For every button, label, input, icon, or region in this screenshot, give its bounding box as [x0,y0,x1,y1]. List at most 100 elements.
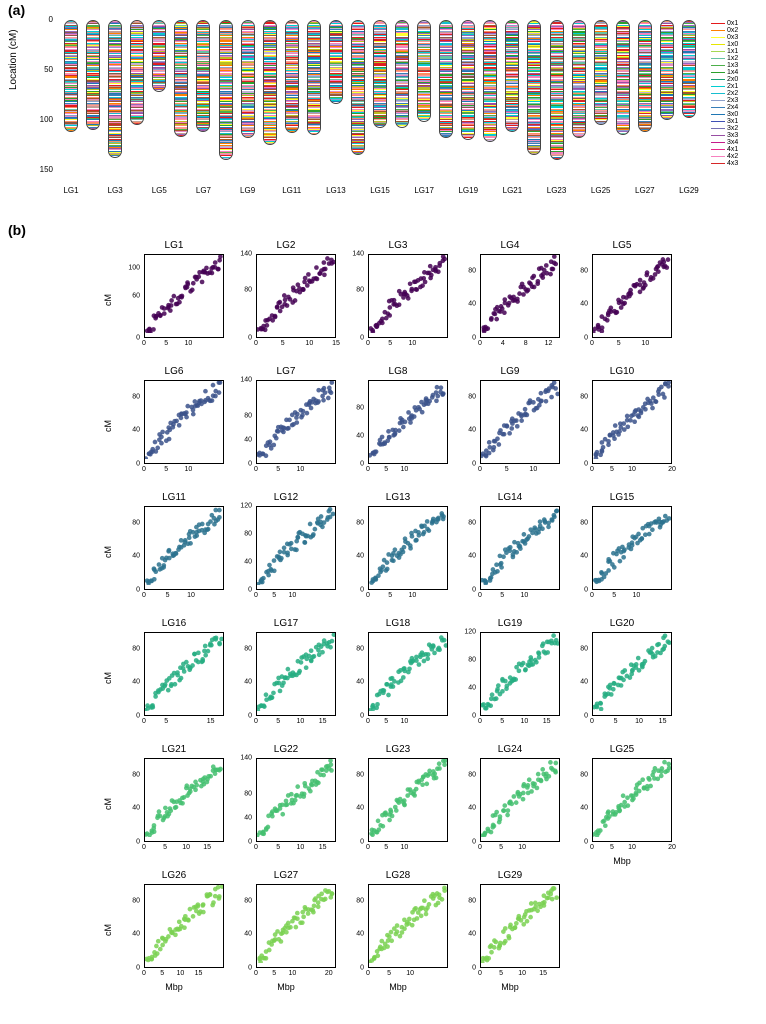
legend-label: 0x1 [727,20,738,27]
scatter-cell: LG1704080051015 [232,618,340,738]
scatter-xtick: 0 [142,466,146,473]
legend-item: 2x4 [711,104,756,111]
scatter-xtick: 0 [366,592,370,599]
scatter-title: LG25 [568,744,676,755]
scatter-title: LG23 [344,744,452,755]
scatter-title: LG12 [232,492,340,503]
panel-a-ytick: 100 [40,115,53,124]
scatter-xtick: 0 [478,970,482,977]
scatter-ytick: 80 [244,645,252,652]
scatter-xtick: 0 [142,844,146,851]
scatter-box [480,380,560,464]
scatter-xtick: 5 [614,718,618,725]
scatter-title: LG28 [344,870,452,881]
scatter-xtick: 5 [617,340,621,347]
scatter-xticks: 0510 [256,466,336,476]
scatter-yticks: 04080 [568,632,590,716]
scatter-svg [145,255,223,333]
scatter-xtick: 10 [635,718,643,725]
scatter-xtick: 10 [521,718,529,725]
scatter-svg [481,633,559,711]
scatter-xticks: 0510 [592,340,672,350]
scatter-xticks: 0515 [144,718,224,728]
scatter-xtick: 15 [539,970,547,977]
scatter-xtick: 4 [501,340,505,347]
scatter-ytick: 80 [580,519,588,526]
scatter-yticks: 04080 [344,632,366,716]
scatter-cell: LG6cM040800510 [120,366,228,486]
scatter-ytick: 40 [356,931,364,938]
scatter-yticks: 04080 [120,884,142,968]
scatter-xtick: 5 [499,844,503,851]
scatter-ytick: 0 [248,587,252,594]
scatter-ytick: 40 [356,679,364,686]
scatter-ytick: 80 [580,267,588,274]
scatter-ytick: 0 [360,587,364,594]
scatter-cell: LG18040800510 [344,618,452,738]
scatter-box [480,506,560,590]
legend-item: 3x4 [711,139,756,146]
scatter-box [144,254,224,338]
scatter-ytick: 0 [248,965,252,972]
scatter-xticks: 04812 [480,340,560,350]
scatter-ytick: 0 [136,461,140,468]
scatter-ytick: 0 [472,587,476,594]
scatter-row: LG16cM040800515LG1704080051015LG18040800… [120,618,680,738]
scatter-ytick: 0 [248,461,252,468]
scatter-xticks: 051020 [592,844,672,854]
chromosome [241,20,255,138]
scatter-title: LG26 [120,870,228,881]
panel-a-xlabel: LG27 [635,186,655,195]
scatter-box [256,254,336,338]
scatter-cell: LG1004080051020 [568,366,676,486]
scatter-ytick: 40 [468,553,476,560]
scatter-ytick: 0 [136,335,140,342]
legend-label: 3x4 [727,139,738,146]
legend-swatch [711,156,725,158]
legend-label: 2x0 [727,76,738,83]
scatter-xtick: 5 [387,970,391,977]
scatter-box [480,254,560,338]
legend-swatch [711,37,725,39]
panel-a-ytick: 50 [44,65,53,74]
scatter-ytick: 40 [244,559,252,566]
scatter-box [592,254,672,338]
scatter-box [368,758,448,842]
scatter-ytick: 0 [584,461,588,468]
panel-a-xlabel: LG1 [63,186,78,195]
scatter-xtick: 0 [590,466,594,473]
legend-label: 0x3 [727,34,738,41]
scatter-svg [257,633,335,711]
scatter-ytick: 0 [360,335,364,342]
scatter-xtick: 5 [384,466,388,473]
scatter-box [368,254,448,338]
scatter-ytick: 40 [580,301,588,308]
scatter-title: LG22 [232,744,340,755]
scatter-svg [145,381,223,459]
scatter-yticks: 04080 [456,254,478,338]
scatter-title: LG7 [232,366,340,377]
scatter-svg [369,255,447,333]
scatter-cell: LG1904080120051015 [456,618,564,738]
scatter-xtick: 20 [668,844,676,851]
scatter-ylabel: cM [103,420,113,432]
legend-swatch [711,30,725,32]
scatter-svg [145,885,223,963]
scatter-ytick: 40 [356,805,364,812]
scatter-cell: LG2904080051015Mbp [456,870,564,990]
scatter-xtick: 10 [521,592,529,599]
scatter-xtick: 0 [366,718,370,725]
scatter-title: LG24 [456,744,564,755]
scatter-cell: LG26cM04080051015Mbp [120,870,228,990]
scatter-ytick: 0 [584,587,588,594]
legend-label: 3x3 [727,132,738,139]
scatter-xticks: 051015 [480,970,560,980]
scatter-ytick: 80 [580,771,588,778]
legend-swatch [711,114,725,116]
scatter-cell: LG2004080051015 [568,618,676,738]
scatter-box [592,758,672,842]
scatter-ytick: 80 [356,645,364,652]
scatter-ytick: 40 [580,805,588,812]
scatter-xticks: 0510 [368,592,448,602]
legend-label: 2x1 [727,83,738,90]
